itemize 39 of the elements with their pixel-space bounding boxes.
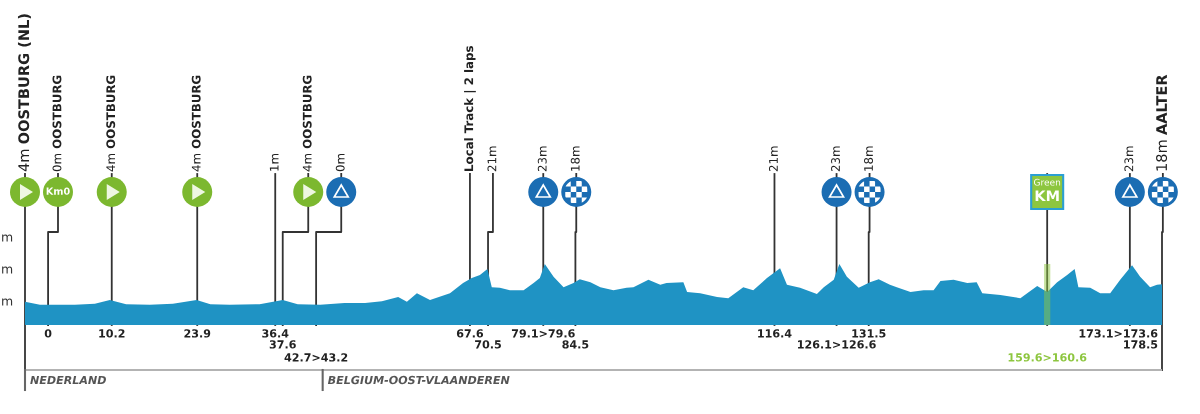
- text: 178.5: [1124, 340, 1158, 349]
- ref-line-label: 21m: [487, 146, 497, 172]
- x-tick-label: 116.4: [758, 329, 792, 338]
- text: 42.7>43.2: [284, 353, 348, 362]
- band-label: 159.6>160.6: [1008, 353, 1087, 362]
- text: Green KM: [1034, 178, 1061, 202]
- ref-line-label: 4m OOSTBURG: [106, 75, 116, 172]
- text: m: [2, 298, 13, 306]
- ref-line-label: BELGIUM-OOST-VLAANDEREN: [327, 375, 510, 385]
- x-tick-label: 36.4: [262, 329, 289, 338]
- text: 126.1>126.6: [798, 340, 876, 349]
- ref-line-label: NEDERLAND: [30, 375, 106, 385]
- ref-line-label: 23m: [537, 146, 547, 172]
- text: 173.1>173.6: [1079, 329, 1158, 338]
- text: m: [2, 266, 13, 274]
- ref-line-label: 18m: [864, 146, 873, 171]
- ref-line-label: 1m: [269, 153, 279, 171]
- text: Km0: [46, 187, 70, 195]
- x-tick-label: 79.1>79.6: [511, 329, 575, 338]
- text: 84.5: [562, 340, 589, 349]
- text: 37.6: [269, 340, 296, 349]
- ref-line-label: 18m AALTER: [1156, 74, 1168, 171]
- ref-line-label: 0m OOSTBURG: [52, 75, 62, 172]
- x-tick-label: 23.9: [184, 329, 211, 338]
- x-tick-label: 131.5: [852, 329, 886, 338]
- ref-line-label: Local Track | 2 laps: [464, 46, 476, 171]
- ref-line-label: 4m OOSTBURG (NL): [17, 14, 31, 172]
- ref-line-label: 23m: [1124, 146, 1134, 172]
- ref-line-label: 23m: [831, 146, 840, 172]
- ref-line-label: 4m OOSTBURG: [302, 75, 312, 172]
- text: m: [2, 234, 13, 242]
- x-tick-label: 67.6: [456, 329, 484, 338]
- ref-line-label: 18m: [570, 146, 580, 171]
- ref-line-label: 0m: [335, 153, 345, 172]
- ref-line-label: 21m: [768, 146, 778, 172]
- text: 70.5: [475, 340, 501, 349]
- ref-line-label: 4m OOSTBURG: [191, 75, 201, 172]
- x-tick-label: 0: [44, 329, 52, 338]
- x-tick-label: 10.2: [99, 329, 125, 338]
